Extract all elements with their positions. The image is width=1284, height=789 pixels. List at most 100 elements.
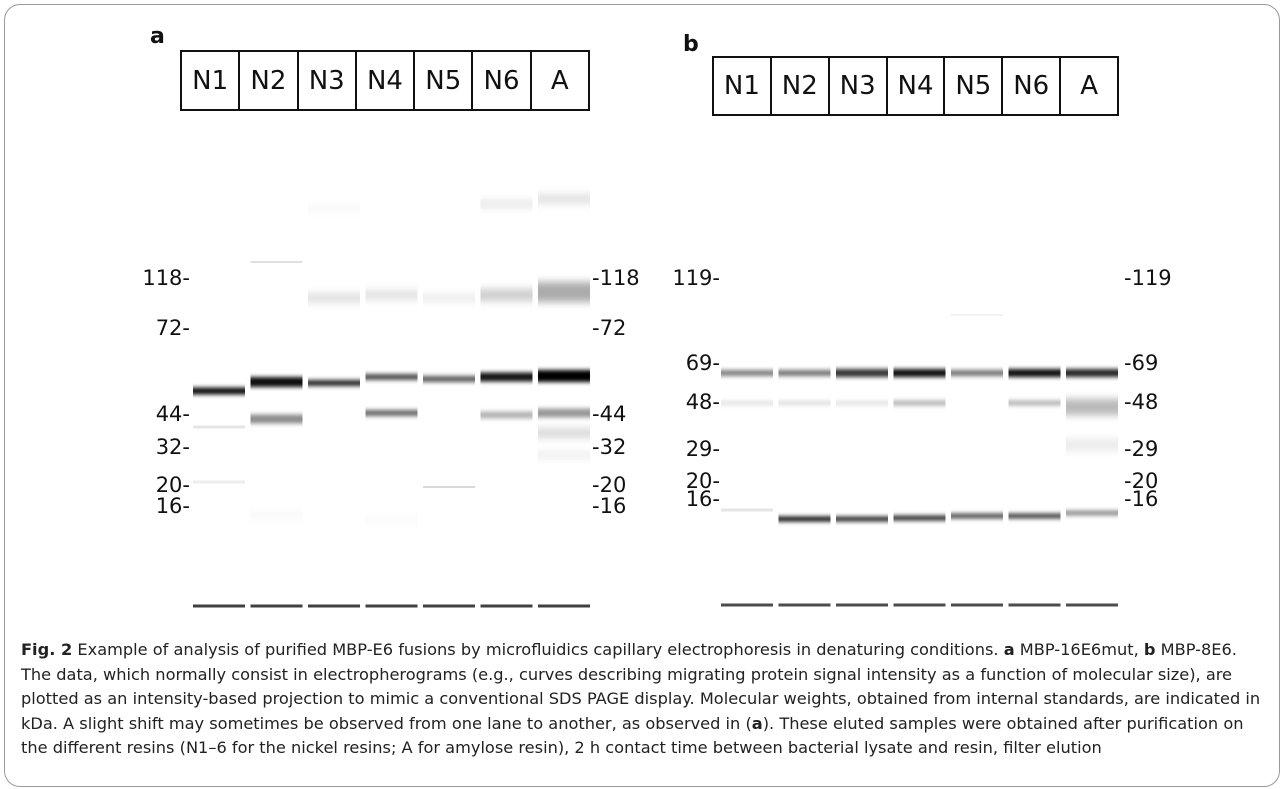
mw-label-20-right: -20 (1124, 469, 1159, 493)
gel-band (1066, 369, 1118, 377)
figure-caption: Fig. 2 Example of analysis of purified M… (21, 638, 1261, 761)
gel-band (538, 452, 590, 458)
mw-label-119-right: -119 (1124, 266, 1172, 290)
gel-band (193, 425, 245, 429)
mw-label-48-right: -48 (1124, 390, 1159, 414)
mw-label-69: 69- (685, 351, 720, 375)
gel-band (365, 604, 418, 608)
gel-band (1066, 399, 1118, 415)
gel-band (778, 401, 831, 405)
caption-panel-ref: b (1143, 640, 1156, 659)
gel-band (893, 400, 946, 406)
gel-band (778, 603, 831, 607)
gel-band (423, 294, 475, 302)
mw-label-29: 29- (685, 437, 720, 461)
gel-image-b (721, 314, 1118, 607)
gel-band (1008, 513, 1061, 519)
mw-label-20: 20- (685, 469, 720, 493)
gel-band (250, 604, 303, 608)
mw-label-118-right: -118 (592, 266, 640, 290)
lane-label: N3 (827, 58, 886, 114)
gel-band (778, 516, 831, 522)
gel-band (538, 604, 590, 608)
gel-band (423, 376, 475, 382)
gel-band (193, 387, 245, 395)
gel-band (951, 513, 1003, 519)
lane-header: N1 N2 N3 N4 N5 N6 A (180, 50, 590, 111)
gel-band (778, 370, 831, 376)
mw-label-16-right: -16 (592, 494, 627, 518)
mw-label-72-right: -72 (592, 316, 627, 340)
gel-band (836, 603, 888, 607)
gel-band (480, 411, 533, 419)
gel-band (721, 603, 773, 607)
lane-label: N4 (354, 52, 413, 109)
mw-label-32: 32- (155, 435, 190, 459)
gel-band (951, 314, 1003, 316)
gel-band (480, 604, 533, 608)
lane-label: N1 (192, 65, 229, 96)
mw-label-32-right: -32 (592, 435, 627, 459)
caption-text: MBP-8E6. The data, which normally consis… (21, 640, 1261, 733)
gel-band (836, 401, 888, 405)
caption-text: ). These eluted samples were obtained af… (21, 713, 1244, 758)
lane-label: N1 (723, 71, 760, 101)
lane-label: A (1059, 58, 1117, 114)
gel-band (250, 261, 303, 263)
gel-band (365, 410, 418, 416)
gel-band (836, 516, 888, 522)
mw-label-118: 118- (142, 266, 190, 290)
gel-band (1066, 510, 1118, 516)
panel-letter: b (683, 32, 699, 57)
panel-letter: a (150, 24, 165, 49)
mw-label-44-right: -44 (592, 402, 627, 426)
lane-label: N3 (296, 52, 355, 109)
gel-band (721, 401, 773, 405)
gel-image-a (193, 194, 590, 608)
lane-label: N5 (413, 52, 471, 109)
lane-label: N6 (1001, 58, 1059, 114)
mw-label-16: 16- (155, 494, 190, 518)
mw-label-20: 20- (155, 473, 190, 497)
gel-band (480, 289, 533, 301)
gel-band (365, 518, 418, 522)
gel-band (1066, 439, 1118, 451)
lane-label: N6 (471, 52, 529, 109)
gel-band (308, 207, 360, 211)
gel-band (538, 428, 590, 438)
mw-label-119: 119- (672, 266, 720, 290)
gel-band (1008, 603, 1061, 607)
gel-band (893, 515, 946, 521)
gel-band (951, 370, 1003, 376)
lane-label: N2 (238, 52, 296, 109)
gel-band (893, 603, 946, 607)
gel-band (538, 370, 590, 382)
lane-label: N4 (885, 58, 944, 114)
gel-band (250, 414, 303, 424)
gel-band (365, 290, 418, 300)
mw-label-16: 16- (685, 487, 720, 511)
gel-band (1066, 603, 1118, 607)
mw-label-20-right: -20 (592, 473, 627, 497)
gel-band (308, 293, 360, 303)
gel-band (538, 194, 590, 204)
mw-label-29-right: -29 (1124, 437, 1159, 461)
gel-band (538, 282, 590, 302)
gel-band (480, 372, 533, 382)
caption-panel-ref: a (1003, 640, 1015, 659)
caption-text: MBP-16E6mut, (1014, 640, 1144, 659)
gel-band (193, 604, 245, 608)
gel-band (250, 513, 303, 517)
gel-band (721, 508, 773, 512)
gel-band (1008, 400, 1061, 406)
gel-band (308, 380, 360, 386)
gel-band (250, 377, 303, 387)
caption-panel-ref: a (751, 713, 763, 733)
gel-band (538, 408, 590, 418)
mw-label-44: 44- (155, 402, 190, 426)
lane-label: N2 (769, 58, 828, 114)
gel-band (423, 486, 475, 488)
caption-label: Fig. 2 (21, 640, 73, 659)
lane-header: N1 N2 N3 N4 N5 N6 A (712, 56, 1119, 116)
caption-text: Example of analysis of purified MBP-E6 f… (72, 640, 1004, 659)
